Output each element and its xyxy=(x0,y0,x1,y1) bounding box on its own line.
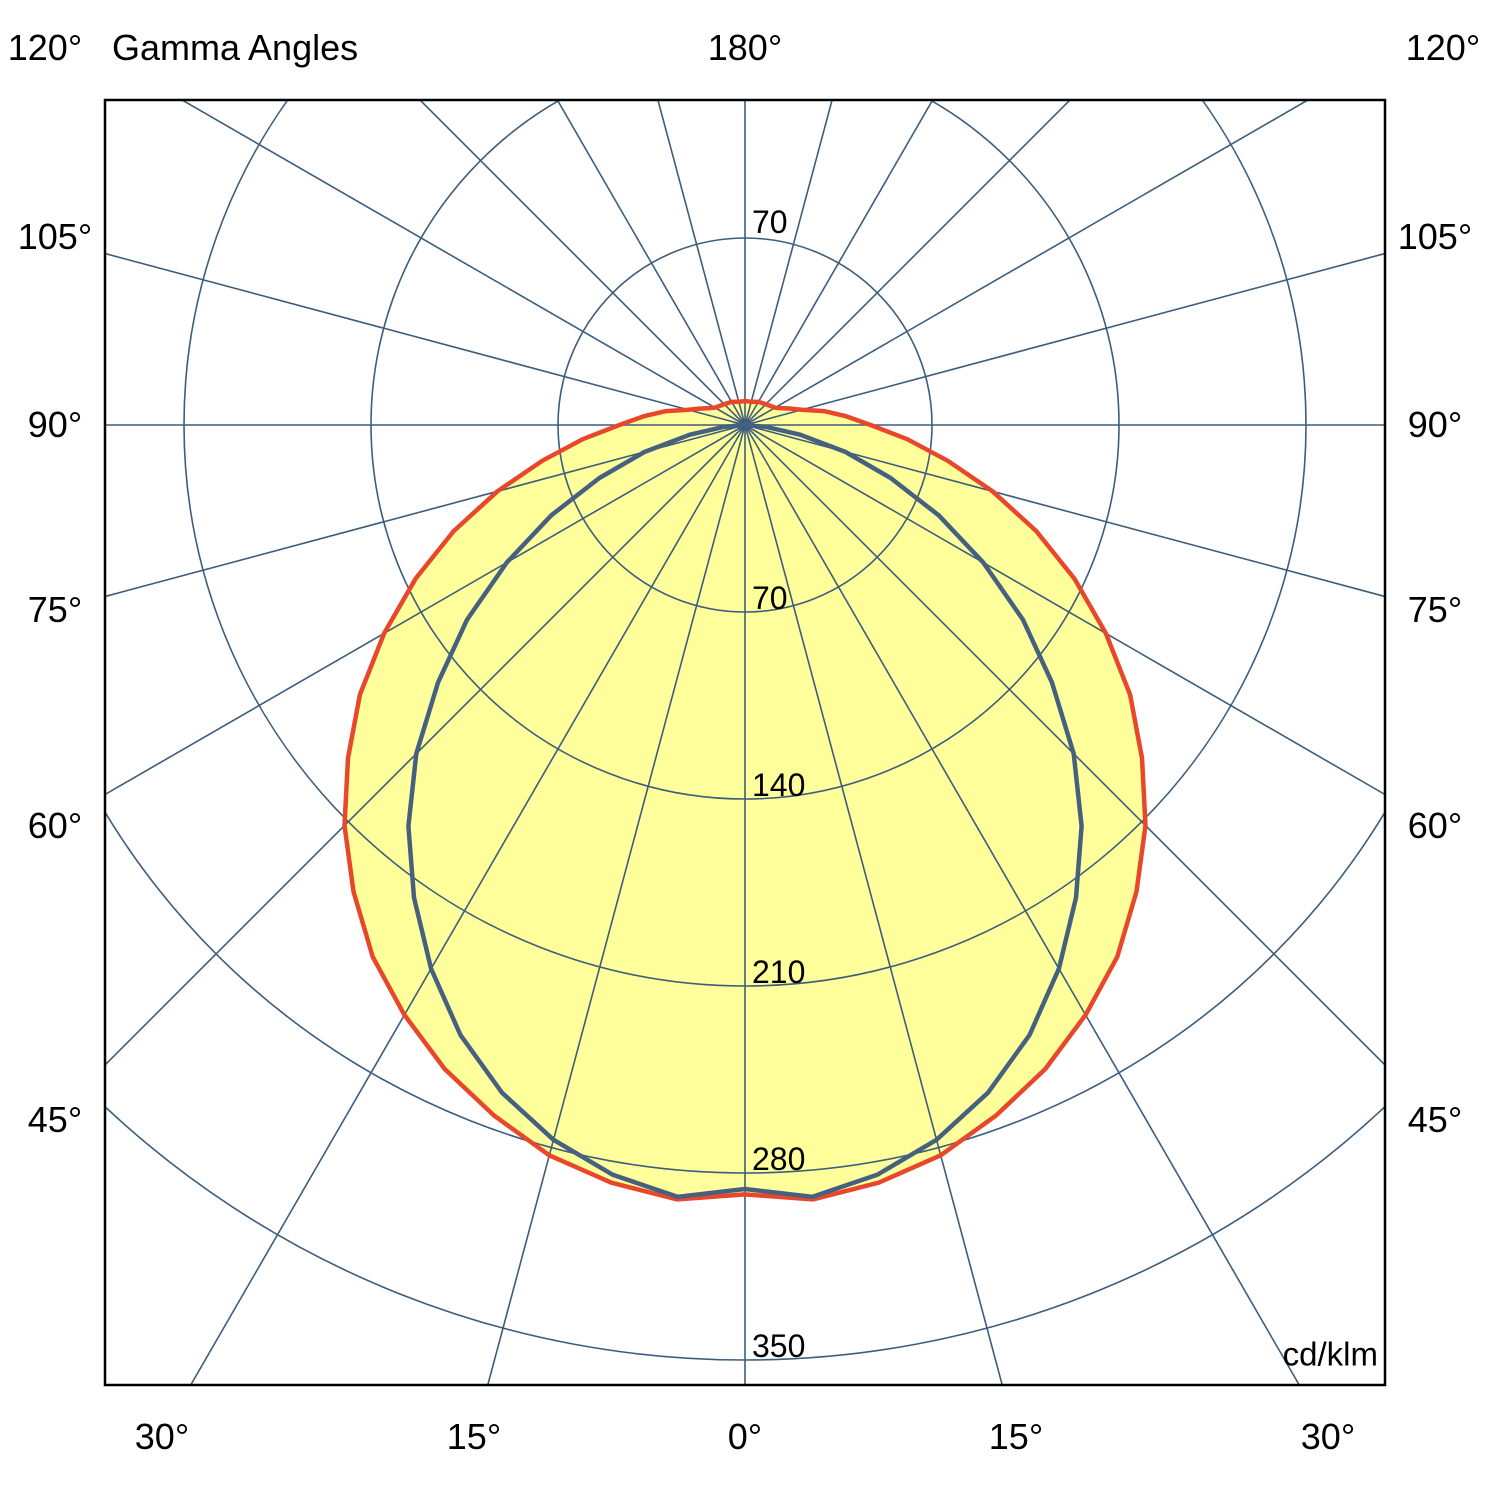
gamma-label-bottom-right-15: 15° xyxy=(988,1416,1044,1457)
gamma-label-right-45: 45° xyxy=(1407,1099,1463,1140)
gamma-label-right-90: 90° xyxy=(1407,404,1463,445)
gamma-label-top-left-120: 120° xyxy=(7,27,83,68)
ring-label-70: 70 xyxy=(752,580,788,616)
gamma-label-bottom-left-15: 15° xyxy=(446,1416,502,1457)
gamma-label-left-45: 45° xyxy=(27,1099,83,1140)
gamma-label-left-75: 75° xyxy=(27,589,83,630)
ring-label-350: 350 xyxy=(752,1328,806,1364)
gamma-label-bottom-right-30: 30° xyxy=(1300,1416,1356,1457)
gamma-label-top-right-120: 120° xyxy=(1405,27,1481,68)
gamma-label-bottom-0: 0° xyxy=(727,1416,763,1457)
diagram-title: Gamma Angles xyxy=(112,27,359,68)
gamma-label-right-105: 105° xyxy=(1397,216,1473,257)
gamma-label-left-105: 105° xyxy=(17,216,93,257)
unit-label: cd/klm xyxy=(1282,1335,1378,1373)
ring-label-280: 280 xyxy=(752,1141,806,1177)
ring-label-140: 140 xyxy=(752,767,806,803)
ring-label-210: 210 xyxy=(752,954,806,990)
ring-label-70-upper: 70 xyxy=(752,204,788,240)
gamma-label-left-60: 60° xyxy=(27,805,83,846)
gamma-label-bottom-left-30: 30° xyxy=(134,1416,190,1457)
gamma-label-top-center-180: 180° xyxy=(707,27,783,68)
gamma-label-left-90: 90° xyxy=(27,404,83,445)
gamma-label-right-60: 60° xyxy=(1407,805,1463,846)
gamma-label-right-75: 75° xyxy=(1407,589,1463,630)
